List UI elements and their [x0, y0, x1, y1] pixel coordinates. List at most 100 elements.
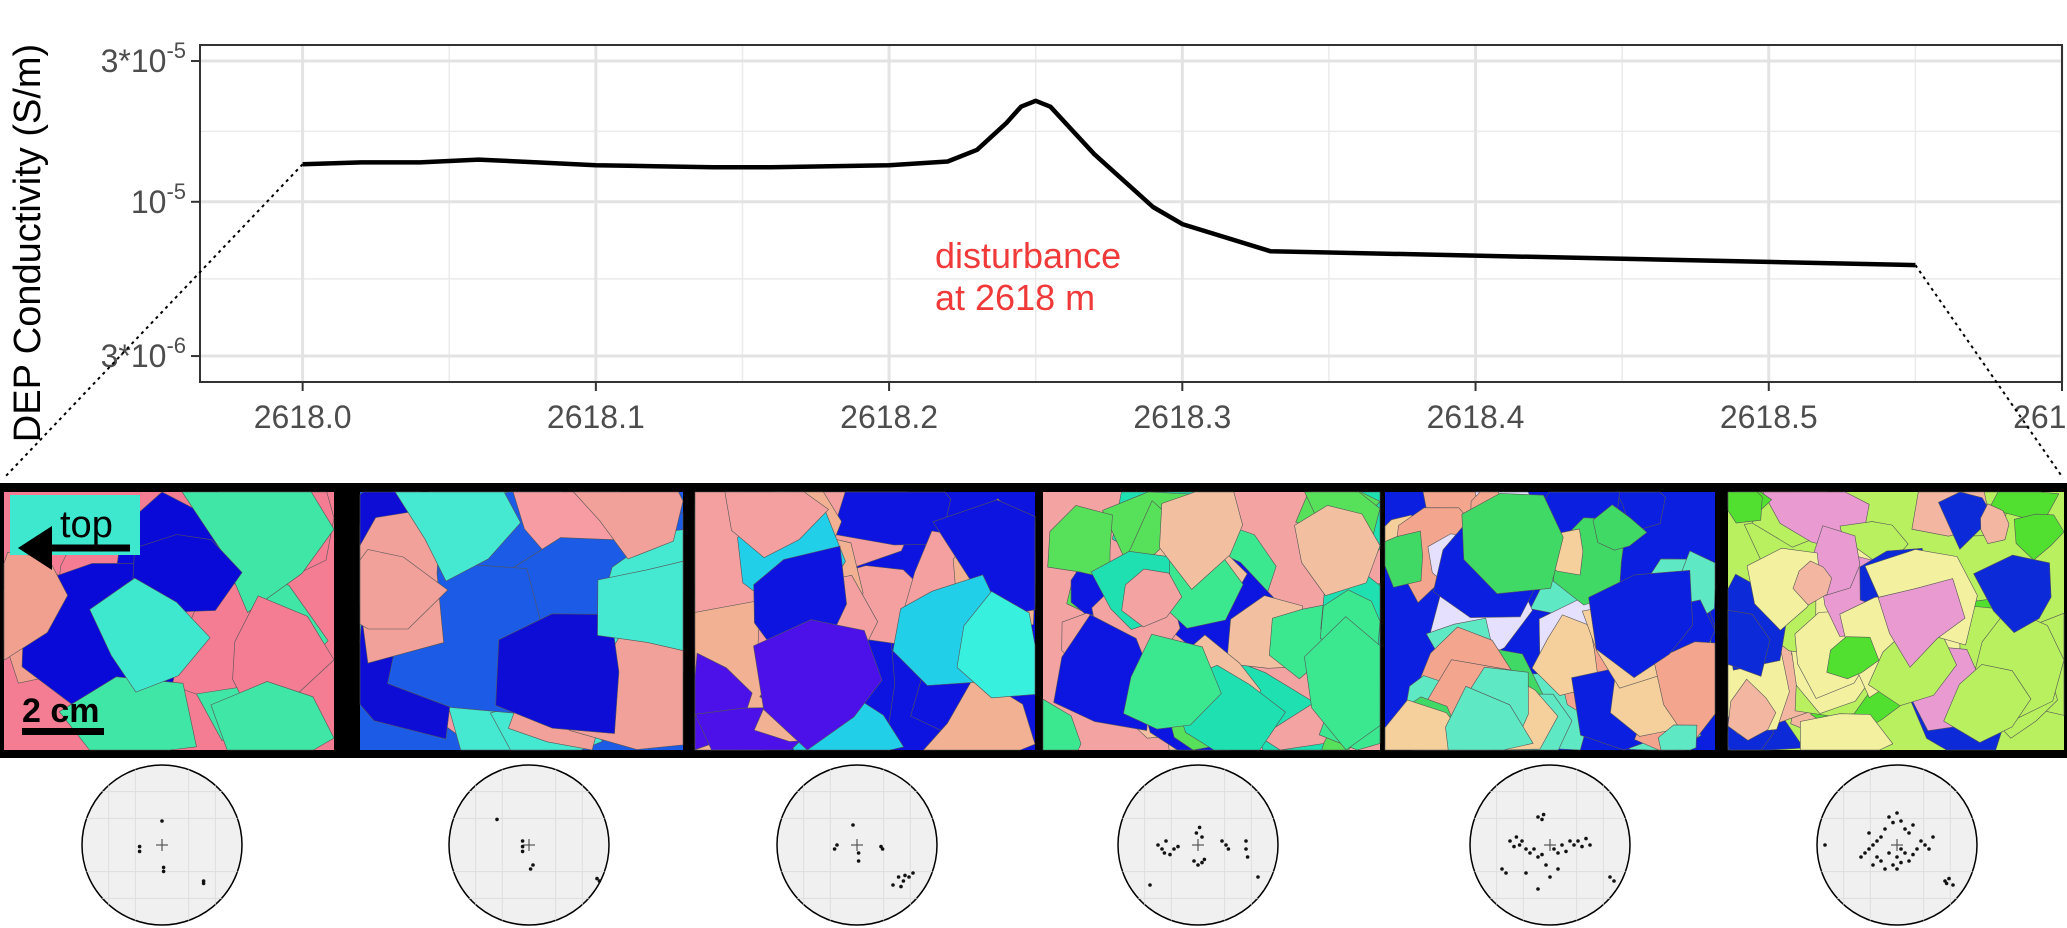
- stereonet-point: [1500, 867, 1504, 871]
- x-tick-label: 2618.0: [254, 399, 352, 435]
- stereonet-point: [1895, 811, 1899, 815]
- stereonet-point: [1220, 839, 1224, 843]
- stereonet-point: [1556, 867, 1560, 871]
- stereonet-point: [529, 867, 533, 871]
- y-axis-title: DEP Conductivity (S/m): [7, 44, 49, 442]
- stereonet-point: [1580, 845, 1584, 849]
- stereonet: [82, 765, 242, 925]
- stereonet-point: [1536, 855, 1540, 859]
- top-label: top: [60, 504, 113, 546]
- stereonet-point: [835, 843, 839, 847]
- stereonet-point: [1871, 843, 1875, 847]
- stereonet-point: [1823, 843, 1827, 847]
- stereonet-point: [897, 875, 901, 879]
- stereonet-point: [1224, 843, 1228, 847]
- stereonet-point: [1891, 863, 1895, 867]
- stereonet-point: [1919, 839, 1923, 843]
- y-tick-label: 10-5: [131, 179, 186, 220]
- stereonet-point: [1156, 843, 1160, 847]
- stereonet-point: [1163, 851, 1167, 855]
- stereonet-point: [899, 885, 903, 889]
- stereonet-point: [1895, 855, 1899, 859]
- stereonet-point: [1168, 853, 1172, 857]
- stereonet-point: [1536, 887, 1540, 891]
- stereonet-point: [1244, 847, 1248, 851]
- stereonet-point: [1911, 853, 1915, 857]
- stereonet: [1470, 765, 1630, 925]
- stereonet-point: [1200, 861, 1204, 865]
- stereonet-point: [881, 847, 885, 851]
- stereonet-point: [1246, 855, 1250, 859]
- stereonet-point: [1915, 847, 1919, 851]
- stereonet-point: [1879, 859, 1883, 863]
- plot-frame: [200, 45, 2062, 382]
- conductivity-chart: 2618.0 2618.1 2618.2 2618.3 2618.4 2618.5 2618…: [0, 0, 2067, 480]
- stereonet-point: [1552, 847, 1556, 851]
- stereonet-point: [1256, 875, 1260, 879]
- stereonet-point: [1203, 858, 1207, 862]
- stereonet-point: [1572, 843, 1576, 847]
- stereonet-point: [1568, 839, 1572, 843]
- stereonet-point: [1945, 882, 1949, 886]
- stereonet-point: [1540, 853, 1544, 857]
- x-tick-label: 2618.5: [1720, 399, 1818, 435]
- stereonet-point: [1895, 867, 1899, 871]
- stereonet-point: [1871, 863, 1875, 867]
- stereonet-point: [1540, 818, 1544, 822]
- stereonet-point: [857, 859, 861, 863]
- stereonet: [1118, 765, 1278, 925]
- stereonet-point: [857, 851, 861, 855]
- grid: [200, 45, 2062, 382]
- stereonet-point: [1195, 831, 1199, 835]
- stereonet-point: [1923, 843, 1927, 847]
- stereonet-point: [160, 819, 164, 823]
- stereonet-point: [1515, 835, 1519, 839]
- stereonet-point: [1907, 831, 1911, 835]
- stereonet-point: [531, 863, 535, 867]
- leader-line-right: [1915, 265, 2063, 478]
- stereonet-point: [1544, 863, 1548, 867]
- stereonet-point: [1859, 855, 1863, 859]
- x-tick-label: 2618.2: [840, 399, 938, 435]
- stereonet-point: [1907, 859, 1911, 863]
- x-tick-label: 2618.6: [2013, 399, 2067, 435]
- stereonet-point: [1532, 847, 1536, 851]
- grain-tiles: [4, 492, 2064, 750]
- stereonet-point: [202, 882, 206, 886]
- stereonet-point: [1931, 835, 1935, 839]
- stereonet-point: [598, 879, 602, 883]
- stereonet-point: [1887, 851, 1891, 855]
- stereonet-point: [1875, 855, 1879, 859]
- stereonet-point: [1891, 821, 1895, 825]
- stereonet-row: [0, 760, 2067, 928]
- stereonet-point: [1899, 861, 1903, 865]
- y-tick-base: 10: [131, 184, 167, 220]
- stereonet-point: [1556, 851, 1560, 855]
- stereonet-point: [1576, 839, 1580, 843]
- stereonet-point: [833, 847, 837, 851]
- grain: [1728, 492, 1762, 523]
- stereonet-point: [521, 839, 525, 843]
- y-tick-base: 3*10: [101, 43, 167, 79]
- stereonet-point: [1899, 847, 1903, 851]
- x-tick-label: 2618.1: [547, 399, 645, 435]
- stereonet: [1817, 765, 1977, 925]
- stereonet-point: [138, 845, 142, 849]
- stereonet-point: [1227, 847, 1231, 851]
- annotation-line-1: disturbance: [935, 235, 1121, 276]
- stereonet-point: [1899, 819, 1903, 823]
- stereonet-point: [1863, 851, 1867, 855]
- stereonet-point: [1867, 847, 1871, 851]
- stereonet-point: [1911, 823, 1915, 827]
- stereonet-point: [1875, 839, 1879, 843]
- stereonet-point: [1518, 843, 1522, 847]
- stereonet-point: [1512, 845, 1516, 849]
- stereonet-point: [1528, 851, 1532, 855]
- stereonet-point: [1947, 877, 1951, 881]
- y-tick-exponent: -5: [166, 38, 186, 63]
- stereonet-point: [891, 883, 895, 887]
- stereonet-point: [1192, 859, 1196, 863]
- stereonet-point: [1951, 883, 1955, 887]
- stereonet-point: [907, 875, 911, 879]
- y-tick-exponent: -6: [166, 333, 186, 358]
